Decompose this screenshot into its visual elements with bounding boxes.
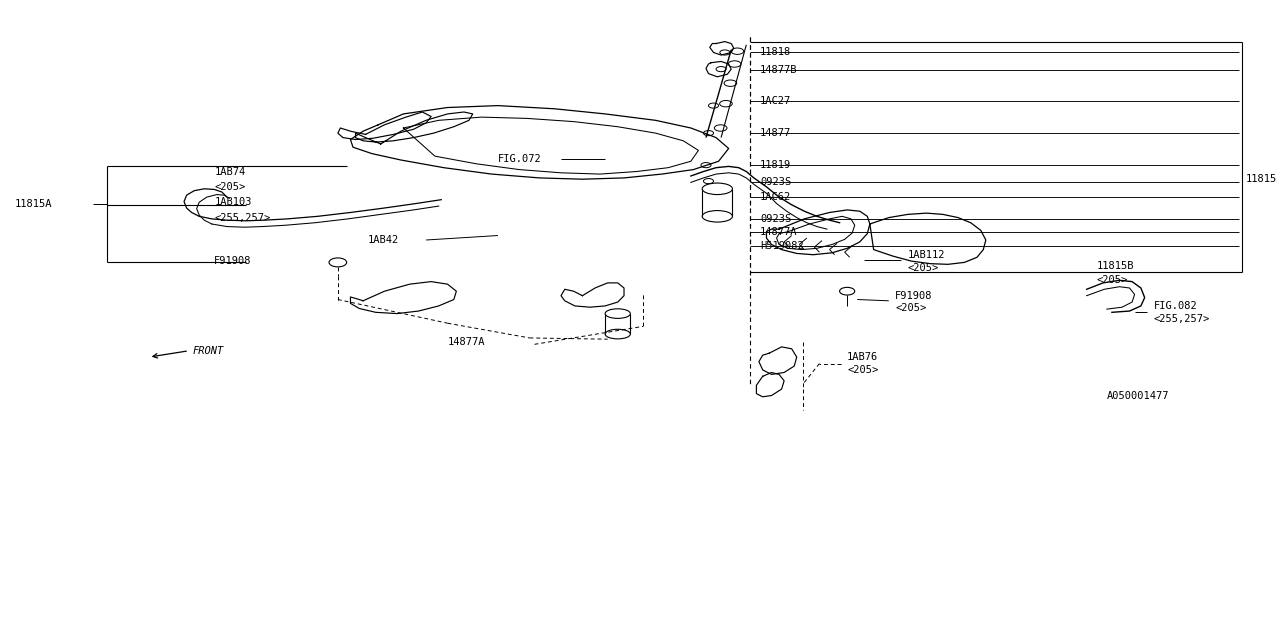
Text: 1AB74: 1AB74 (214, 166, 246, 177)
Text: <205>: <205> (847, 365, 878, 375)
Text: 14877A: 14877A (448, 337, 485, 348)
Text: <205>: <205> (908, 262, 940, 273)
Text: FIG.082: FIG.082 (1153, 301, 1197, 311)
Text: F91908: F91908 (895, 291, 933, 301)
Text: 1AC27: 1AC27 (760, 96, 791, 106)
Text: A050001477: A050001477 (1107, 390, 1170, 401)
Text: 11818: 11818 (760, 47, 791, 58)
Text: 11815A: 11815A (15, 198, 52, 209)
Text: 0923S: 0923S (760, 214, 791, 224)
Text: FRONT: FRONT (193, 346, 224, 356)
Text: <205>: <205> (1097, 275, 1128, 285)
Text: <205>: <205> (214, 182, 246, 192)
Text: 14877A: 14877A (760, 227, 797, 237)
Text: 1AB112: 1AB112 (908, 250, 945, 260)
Text: 1AB103: 1AB103 (214, 197, 252, 207)
Text: 11819: 11819 (760, 160, 791, 170)
Text: <255,257>: <255,257> (1153, 314, 1210, 324)
Text: F91908: F91908 (214, 256, 252, 266)
Text: 14877B: 14877B (760, 65, 797, 76)
Text: FIG.072: FIG.072 (498, 154, 541, 164)
Text: 14877: 14877 (760, 128, 791, 138)
Text: 0923S: 0923S (760, 177, 791, 187)
Text: 1AB42: 1AB42 (369, 235, 399, 245)
Text: <205>: <205> (895, 303, 927, 314)
Text: <255,257>: <255,257> (214, 212, 270, 223)
Text: 1AB76: 1AB76 (847, 352, 878, 362)
Text: 1AC62: 1AC62 (760, 192, 791, 202)
Text: H519082: H519082 (760, 241, 804, 252)
Text: 11815: 11815 (1245, 174, 1276, 184)
Text: 11815B: 11815B (1097, 260, 1134, 271)
